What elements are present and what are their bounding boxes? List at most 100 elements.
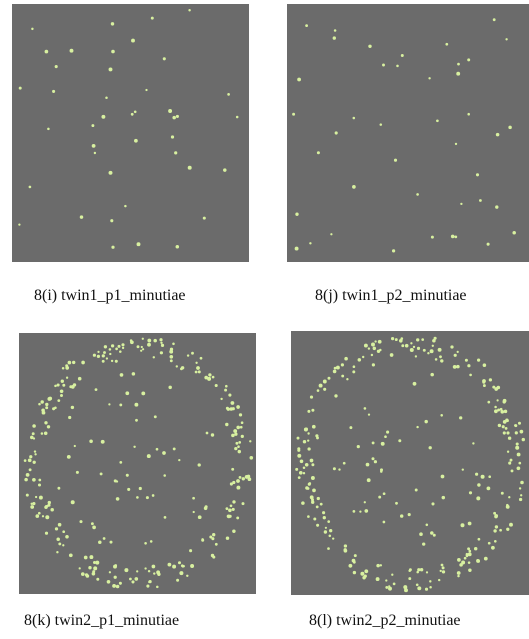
minutia-point [430,531,434,535]
minutia-point [377,339,382,344]
minutia-point [44,49,49,54]
minutia-point [456,364,460,369]
minutia-point [238,413,243,417]
minutia-point [141,337,144,340]
minutia-point [440,563,444,567]
minutia-point [40,432,44,435]
minutia-point [201,538,204,541]
minutia-point [376,563,380,568]
minutia-point [236,485,241,490]
minutia-point [506,431,510,435]
minutia-point [110,359,114,363]
minutia-point [106,579,111,584]
minutia-point [488,378,493,382]
minutia-point [174,151,178,155]
minutia-point [422,348,426,352]
minutia-point [437,347,442,352]
minutia-point [301,501,305,505]
minutia-point [393,158,398,162]
minutia-point [100,439,105,444]
minutia-point [69,48,74,53]
minutia-point [211,375,215,379]
minutia-point [241,502,245,506]
minutia-point [378,495,382,499]
minutia-point [172,115,176,120]
minutia-point [133,110,137,114]
minutia-point [302,466,306,470]
minutia-point [58,542,62,546]
minutia-point [229,504,233,508]
minutia-point [112,583,117,588]
minutia-point [388,586,392,591]
minutia-point [454,142,458,146]
minutia-point [111,49,115,54]
minutia-point [138,486,142,491]
minutia-point [110,344,115,348]
minutia-point [65,535,69,539]
minutia-point [380,441,385,446]
minutia-point [518,461,522,465]
minutia-point [509,522,513,527]
minutia-point [240,421,244,425]
minutia-point [391,573,394,576]
minutia-point [228,514,232,518]
minutia-point [322,511,326,515]
minutia-point [121,343,125,347]
minutia-point [357,358,362,362]
minutia-point [371,342,375,347]
minutia-point [125,473,129,477]
minutia-point [476,559,480,562]
minutia-point [141,348,145,351]
minutia-point [103,351,106,354]
minutia-point [202,216,206,220]
minutia-point [150,16,154,20]
minutia-point [368,44,372,49]
minutia-point [92,353,96,357]
minutia-point [319,502,323,506]
minutia-point [371,457,375,461]
minutia-point [506,503,509,507]
minutia-point [398,439,402,443]
minutia-point [167,562,172,567]
minutiae-image-twin1-p2 [287,4,529,262]
minutia-point [416,193,419,196]
minutia-point [509,458,513,462]
minutia-point [72,360,76,365]
minutia-point [457,574,460,578]
minutia-point [515,445,520,450]
minutia-point [309,495,314,500]
minutia-point [372,346,377,351]
minutia-point [382,520,386,524]
minutia-point [91,144,96,148]
minutia-point [231,407,235,411]
minutia-point [159,338,163,342]
minutia-point [239,425,243,429]
minutia-point [460,523,465,528]
minutia-point [80,572,85,576]
minutia-point [130,340,134,345]
minutia-point [404,588,408,593]
minutia-point [342,461,346,465]
minutia-point [493,511,497,515]
minutia-point [119,461,123,464]
minutia-point [507,436,512,440]
minutia-point [313,517,317,521]
minutia-point [196,366,200,370]
minutia-point [506,450,510,453]
minutia-point [371,441,375,445]
minutia-point [214,383,218,388]
minutia-point [439,355,442,359]
minutia-point [309,242,312,245]
minutia-point [223,168,227,172]
minutia-point [38,478,42,482]
minutia-point [32,424,36,428]
minutia-point [186,354,190,357]
minutia-point [68,553,73,558]
minutia-point [318,383,323,388]
minutia-point [304,463,309,467]
minutia-point [247,477,252,482]
minutia-point [502,420,507,424]
minutia-point [119,403,123,407]
minutia-point [391,249,396,253]
minutia-point [57,522,62,527]
